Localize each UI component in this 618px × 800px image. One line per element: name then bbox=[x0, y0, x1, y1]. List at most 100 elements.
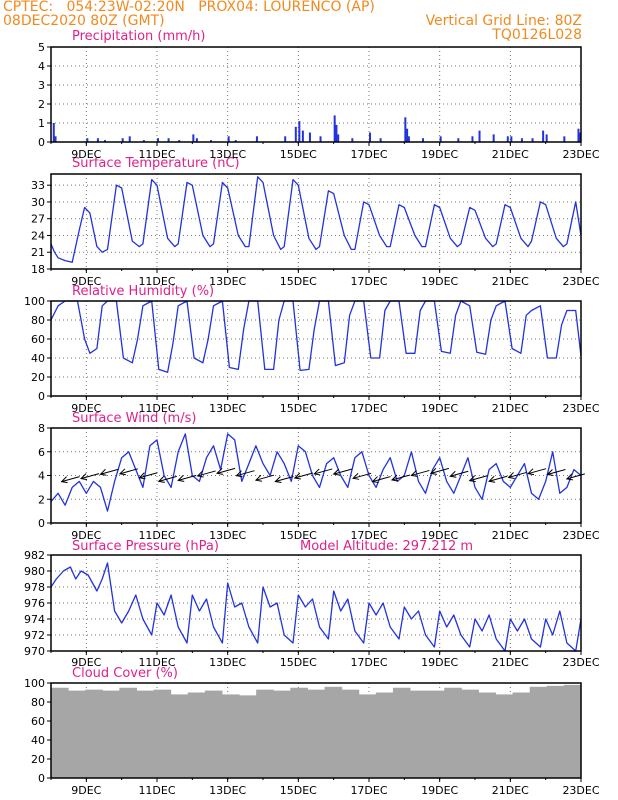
precipitation-bar bbox=[545, 134, 548, 142]
precipitation-bar bbox=[178, 140, 181, 142]
humidity-ytick-label: 60 bbox=[31, 333, 45, 346]
precipitation-bar bbox=[86, 138, 89, 142]
precipitation-bar bbox=[319, 136, 322, 142]
wind-arrow-head bbox=[293, 472, 301, 480]
pressure-xtick-label: 13DEC bbox=[209, 656, 246, 669]
wind-xtick-label: 13DEC bbox=[209, 529, 246, 542]
wind-arrow-head bbox=[79, 473, 88, 481]
wind-xtick-label: 19DEC bbox=[421, 529, 458, 542]
cloud-cover-frame bbox=[50, 682, 582, 779]
precipitation-bar bbox=[406, 128, 409, 142]
precipitation-bar bbox=[579, 132, 582, 142]
precipitation-bar bbox=[369, 132, 371, 142]
cloud-cover-bar bbox=[529, 686, 548, 778]
wind-series-line bbox=[50, 433, 582, 512]
wind-ytick-label: 8 bbox=[38, 422, 45, 435]
precipitation-bar bbox=[439, 136, 442, 142]
panel-title-cloud-cover: Cloud Cover (%) bbox=[72, 666, 178, 681]
pressure-xtick-label: 19DEC bbox=[421, 656, 458, 669]
temperature-xtick-label: 13DEC bbox=[209, 275, 246, 288]
wind-arrow-head bbox=[429, 468, 437, 475]
precipitation-bar bbox=[104, 140, 106, 142]
precipitation-bar bbox=[142, 140, 145, 142]
pressure-ytick-label: 970 bbox=[24, 645, 45, 658]
wind-arrow-shaft bbox=[139, 472, 158, 479]
cloud-cover-ytick-label: 0 bbox=[38, 772, 45, 785]
precipitation-bar bbox=[379, 138, 382, 142]
wind-arrow-head bbox=[565, 473, 573, 481]
precipitation-bar bbox=[492, 134, 495, 142]
header-model-code: TQ0126L028 bbox=[492, 27, 582, 43]
temperature-ytick-label: 27 bbox=[31, 213, 45, 226]
precipitation-ytick-label: 1 bbox=[38, 117, 45, 130]
precipitation-bar bbox=[96, 138, 99, 142]
precipitation-bar bbox=[167, 138, 170, 142]
wind-arrow-head bbox=[216, 467, 224, 475]
cloud-cover-bar bbox=[461, 689, 479, 778]
humidity-ytick-label: 100 bbox=[24, 295, 45, 308]
wind-xtick-label: 15DEC bbox=[280, 529, 317, 542]
cloud-cover-bar bbox=[341, 689, 360, 778]
wind-xtick-label: 23DEC bbox=[562, 529, 599, 542]
temperature-xtick-label: 11DEC bbox=[138, 275, 175, 288]
cloud-cover-bar bbox=[290, 687, 308, 778]
humidity-xtick-label: 19DEC bbox=[421, 402, 458, 415]
cloud-cover-ytick-label: 20 bbox=[31, 753, 45, 766]
wind-arrow-shaft bbox=[294, 472, 313, 479]
wind-arrow-shaft bbox=[216, 467, 236, 474]
wind-arrow-head bbox=[235, 470, 243, 478]
wind-arrow-shaft bbox=[100, 468, 119, 475]
wind-arrow-shaft bbox=[527, 468, 547, 475]
wind-arrow-shaft bbox=[158, 475, 177, 482]
wind-ytick-label: 0 bbox=[38, 517, 45, 530]
wind-arrow-shaft bbox=[566, 473, 586, 480]
model-altitude-label: Model Altitude: 297.212 m bbox=[300, 539, 474, 554]
cloud-cover-bar bbox=[478, 692, 497, 778]
wind-arrow-head bbox=[507, 472, 515, 479]
pressure-series-line bbox=[50, 562, 582, 652]
precipitation-bar bbox=[284, 136, 287, 142]
precipitation-ytick-label: 0 bbox=[38, 136, 45, 149]
wind-arrow-head bbox=[157, 476, 165, 483]
cloud-cover-xtick-label: 15DEC bbox=[280, 784, 317, 797]
precipitation-bar bbox=[192, 134, 195, 142]
cloud-cover-bar bbox=[512, 692, 531, 778]
humidity-xtick-label: 15DEC bbox=[280, 402, 317, 415]
humidity-xtick-label: 13DEC bbox=[209, 402, 246, 415]
wind-ytick-label: 2 bbox=[38, 493, 45, 506]
precipitation-bar bbox=[457, 138, 460, 142]
humidity-xtick-label: 9DEC bbox=[71, 402, 101, 415]
precipitation-ytick-label: 2 bbox=[38, 98, 45, 111]
cloud-cover-bar bbox=[427, 690, 445, 778]
wind-arrow-shaft bbox=[352, 472, 372, 479]
wind-arrow-head bbox=[332, 468, 340, 476]
cloud-cover-bar bbox=[563, 684, 582, 778]
precipitation-bar bbox=[157, 138, 159, 142]
precipitation-bar bbox=[298, 121, 301, 142]
wind-arrow-shaft bbox=[372, 476, 391, 483]
panel-title-wind: Surface Wind (m/s) bbox=[72, 411, 197, 426]
temperature-ytick-label: 30 bbox=[31, 196, 45, 209]
wind-arrow-shaft bbox=[314, 468, 333, 475]
cloud-cover-bar bbox=[221, 694, 240, 778]
wind-arrow-shaft bbox=[488, 475, 508, 482]
wind-arrow-shaft bbox=[333, 468, 352, 475]
cloud-cover-bar bbox=[375, 692, 394, 778]
wind-arrow-head bbox=[410, 470, 418, 477]
wind-arrow-shaft bbox=[430, 467, 449, 474]
cloud-cover-bar bbox=[102, 690, 120, 778]
panel-title-temperature: Surface Temperature (nC) bbox=[72, 156, 240, 171]
cloud-cover-bar bbox=[324, 686, 343, 778]
header-grid-line-label: Vertical Grid Line: 80Z bbox=[425, 13, 582, 29]
pressure-xtick-label: 21DEC bbox=[492, 656, 529, 669]
wind-arrow-shaft bbox=[61, 476, 80, 483]
precipitation-xtick-label: 13DEC bbox=[209, 148, 246, 161]
humidity-series-line bbox=[50, 300, 582, 373]
precipitation-bar bbox=[52, 123, 55, 142]
header-station-line: CPTEC: 054:23W-02:20N PROX04: LOURENCO (… bbox=[3, 0, 375, 15]
precipitation-xtick-label: 11DEC bbox=[138, 148, 175, 161]
cloud-cover-bar bbox=[273, 690, 291, 778]
cloud-cover-bar bbox=[187, 692, 206, 778]
wind-xtick-label: 9DEC bbox=[71, 529, 101, 542]
